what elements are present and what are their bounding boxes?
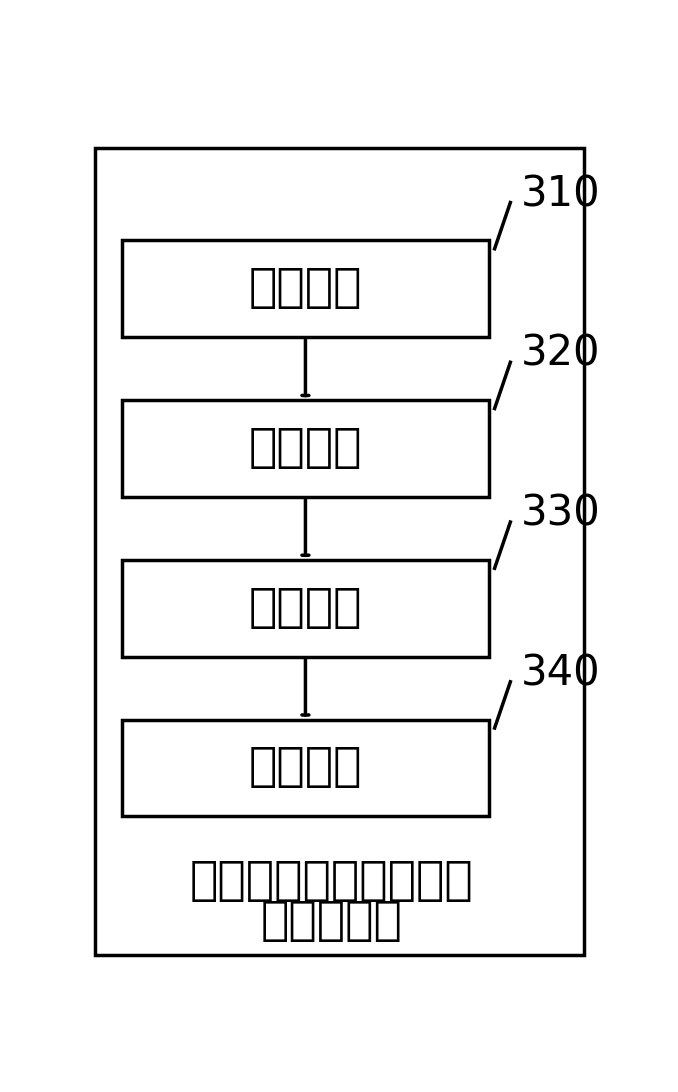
Text: 340: 340 <box>521 652 601 695</box>
Text: 基于光学元件的激光损: 基于光学元件的激光损 <box>190 858 474 903</box>
Text: 获取单元: 获取单元 <box>249 426 362 471</box>
Bar <box>121 400 490 497</box>
Text: 330: 330 <box>521 492 601 535</box>
Text: 310: 310 <box>521 174 601 215</box>
Bar <box>121 720 490 817</box>
Text: 处理单元: 处理单元 <box>249 585 362 631</box>
Text: 输出单元: 输出单元 <box>249 746 362 791</box>
Text: 控制单元: 控制单元 <box>249 266 362 311</box>
Text: 伤检测系统: 伤检测系统 <box>261 899 403 943</box>
Bar <box>121 240 490 337</box>
Bar <box>121 560 490 656</box>
Text: 320: 320 <box>521 333 601 375</box>
